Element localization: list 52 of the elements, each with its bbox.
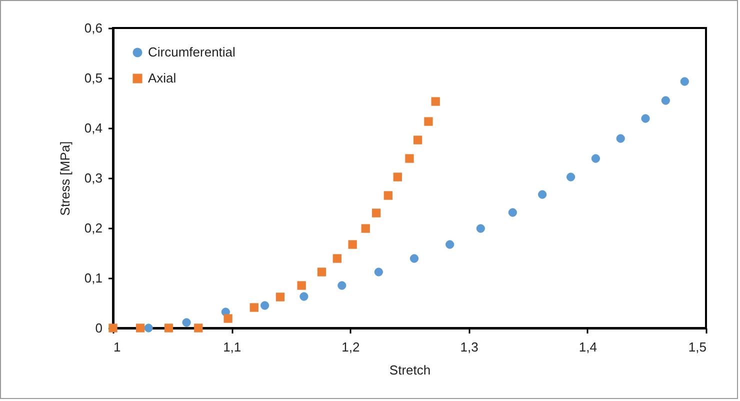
point xyxy=(508,208,518,217)
point xyxy=(616,134,625,143)
point xyxy=(276,292,285,302)
point xyxy=(661,96,670,105)
point xyxy=(194,324,203,332)
point xyxy=(424,117,433,126)
y-tick-label: 0 xyxy=(95,320,102,336)
point xyxy=(374,268,383,276)
x-tick-label: 1 xyxy=(114,340,121,354)
point xyxy=(680,77,689,86)
point xyxy=(538,190,547,199)
point xyxy=(317,268,326,276)
x-tick-label: 1,2 xyxy=(342,340,360,354)
point xyxy=(348,240,357,249)
point xyxy=(591,154,600,163)
x-tick-label: 1,1 xyxy=(223,340,242,354)
y-tick-label: 0,2 xyxy=(84,220,102,236)
point xyxy=(250,303,258,312)
point xyxy=(297,281,306,290)
point xyxy=(393,172,402,182)
y-tick-label: 0,3 xyxy=(84,170,102,186)
x-tick-label: 1,5 xyxy=(688,340,706,354)
y-axis-title: Stress [MPa] xyxy=(57,141,72,216)
x-axis-title: Stretch xyxy=(389,362,431,378)
point xyxy=(445,240,454,249)
legend-label: Axial xyxy=(148,70,176,86)
point xyxy=(182,318,191,327)
legend-label: Circumferential xyxy=(148,44,236,60)
point xyxy=(431,97,440,106)
y-tick-label: 0,5 xyxy=(84,70,102,86)
point xyxy=(144,324,153,332)
y-tick-label: 0,1 xyxy=(84,270,102,286)
y-tick-label: 0,6 xyxy=(84,20,102,36)
point xyxy=(260,301,270,310)
point xyxy=(332,254,342,263)
point xyxy=(641,114,650,123)
point xyxy=(136,324,145,332)
point xyxy=(300,292,308,301)
point xyxy=(361,224,370,233)
point xyxy=(413,136,422,144)
point xyxy=(566,172,576,182)
x-tick-label: 1,4 xyxy=(578,340,597,354)
point xyxy=(372,208,381,218)
y-tick-label: 0,4 xyxy=(84,120,102,136)
x-tick-label: 1,3 xyxy=(460,340,478,354)
point xyxy=(384,191,392,200)
point xyxy=(410,254,419,263)
point xyxy=(476,224,485,233)
point xyxy=(224,314,232,323)
point xyxy=(405,154,414,163)
point xyxy=(338,281,346,290)
point xyxy=(164,324,174,332)
